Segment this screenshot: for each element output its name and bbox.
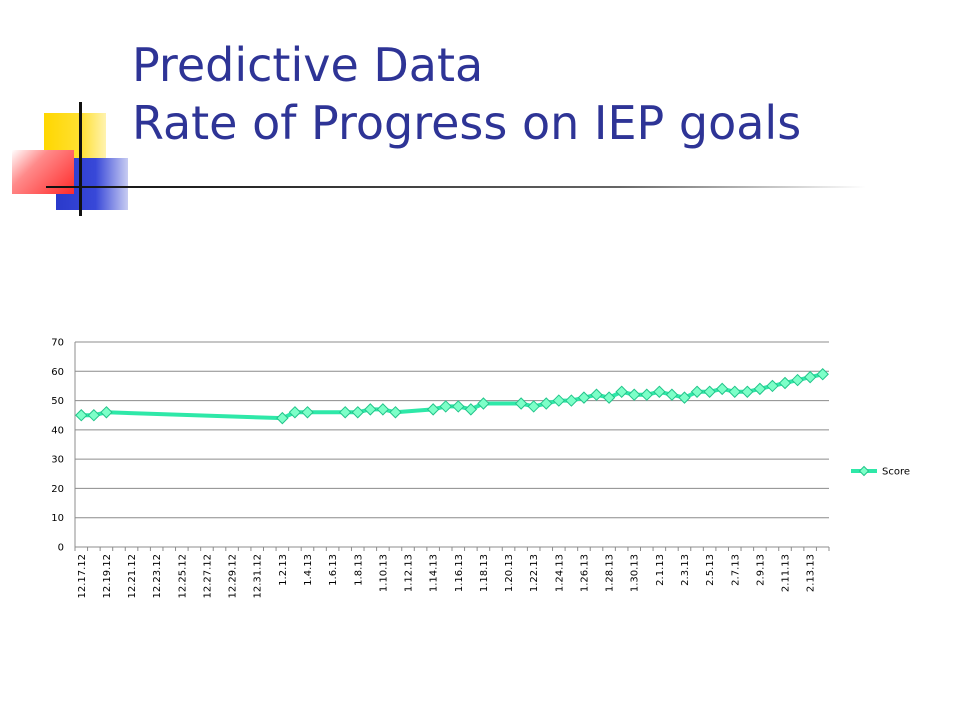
y-tick-label: 0: [58, 543, 64, 554]
data-point: [803, 370, 817, 384]
x-tick-label: 1.30.13: [630, 554, 641, 592]
y-tick-label: 20: [51, 484, 64, 495]
x-tick-label: 1.22.13: [529, 554, 540, 592]
x-tick-label: 1.24.13: [554, 554, 565, 592]
data-point: [715, 382, 729, 396]
data-point: [514, 397, 528, 410]
data-point: [690, 385, 704, 398]
legend-label: Score: [882, 467, 910, 478]
data-point: [577, 391, 591, 404]
chart-legend: Score: [851, 465, 910, 478]
data-point: [351, 406, 364, 419]
data-point: [389, 406, 402, 419]
x-tick-label: 2.11.13: [781, 554, 792, 592]
data-point: [791, 373, 804, 387]
data-point: [527, 400, 540, 413]
x-tick-label: 1.18.13: [479, 554, 490, 592]
x-tick-label: 12.17.12: [77, 554, 88, 599]
y-tick-label: 40: [51, 425, 64, 436]
x-tick-label: 1.26.13: [579, 554, 590, 592]
x-tick-label: 2.3.13: [680, 554, 691, 586]
data-point: [426, 403, 440, 416]
x-tick-label: 1.6.13: [328, 554, 339, 586]
data-point: [753, 382, 767, 396]
x-tick-label: 1.20.13: [504, 554, 515, 592]
x-tick-label: 12.19.12: [102, 554, 113, 599]
data-point: [464, 403, 478, 416]
data-point: [602, 391, 616, 404]
data-point: [288, 406, 302, 419]
x-tick-label: 1.2.13: [278, 554, 289, 586]
x-tick-label: 2.9.13: [755, 554, 766, 586]
y-tick-label: 70: [51, 338, 64, 349]
data-point: [816, 368, 829, 381]
x-tick-label: 1.10.13: [378, 554, 389, 592]
y-tick-label: 50: [51, 396, 64, 407]
data-point: [100, 406, 113, 419]
data-point: [565, 394, 578, 407]
title-underline: [46, 186, 866, 188]
data-point: [276, 411, 289, 425]
data-point: [665, 388, 679, 401]
data-point: [678, 391, 691, 404]
data-point: [477, 397, 490, 410]
data-point: [439, 400, 452, 413]
data-point: [778, 376, 792, 390]
data-point: [741, 385, 754, 398]
x-tick-label: 2.1.13: [655, 554, 666, 586]
data-point: [640, 388, 653, 401]
title-line-2: Rate of Progress on IEP goals: [132, 96, 802, 150]
data-point: [364, 403, 377, 416]
x-tick-label: 1.8.13: [353, 554, 364, 586]
x-tick-label: 12.25.12: [177, 554, 188, 599]
chart-gridlines: [75, 341, 829, 548]
chart-series: [75, 368, 829, 425]
x-tick-label: 1.14.13: [429, 554, 440, 592]
data-point: [728, 385, 741, 398]
data-point: [653, 385, 666, 398]
data-point: [75, 409, 88, 422]
data-point: [338, 406, 352, 419]
x-tick-label: 12.31.12: [253, 554, 264, 599]
data-point: [703, 385, 716, 398]
x-tick-label: 12.21.12: [127, 554, 138, 599]
data-point: [376, 403, 390, 416]
data-point: [628, 388, 641, 401]
x-axis: 12.17.12 12.19.12 12.21.12 12.23.12 12.25.12…: [74, 546, 830, 599]
series-line: [81, 372, 824, 421]
y-tick-label: 60: [51, 367, 64, 378]
x-tick-label: 12.27.12: [202, 554, 213, 599]
x-tick-label: 12.29.12: [228, 554, 239, 599]
x-tick-label: 1.28.13: [605, 554, 616, 592]
y-tick-label: 10: [51, 513, 64, 524]
data-point: [766, 379, 779, 393]
data-point: [590, 388, 603, 401]
data-point: [87, 409, 101, 422]
x-tick-label: 2.7.13: [730, 554, 741, 586]
x-tick-label: 2.13.13: [806, 554, 817, 592]
slide-title: Predictive Data Rate of Progress on IEP …: [132, 36, 801, 152]
y-axis: 0 10 20 30 40 50 60 70: [51, 338, 76, 554]
title-line-1: Predictive Data: [132, 38, 484, 92]
x-tick-label: 1.12.13: [404, 554, 415, 592]
x-tick-label: 12.23.12: [152, 554, 163, 599]
x-tick-label: 2.5.13: [705, 554, 716, 586]
data-point: [301, 406, 314, 419]
x-tick-label: 1.4.13: [303, 554, 314, 586]
legend-marker: [858, 465, 870, 477]
y-tick-label: 30: [51, 455, 64, 466]
data-point: [540, 397, 553, 410]
decor-vertical-line: [79, 102, 82, 216]
x-tick-label: 1.16.13: [454, 554, 465, 592]
data-point: [552, 394, 566, 407]
data-point: [615, 385, 628, 398]
data-point: [452, 400, 465, 413]
